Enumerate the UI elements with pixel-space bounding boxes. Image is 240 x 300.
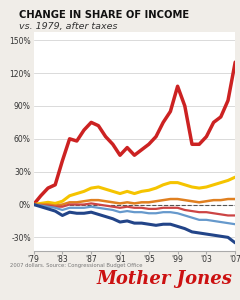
Text: 2007 dollars. Source: Congressional Budget Office: 2007 dollars. Source: Congressional Budg… [10, 262, 142, 268]
Text: CHANGE IN SHARE OF INCOME: CHANGE IN SHARE OF INCOME [19, 11, 189, 20]
Text: Mother Jones: Mother Jones [97, 270, 233, 288]
Text: vs. 1979, after taxes: vs. 1979, after taxes [19, 22, 118, 32]
